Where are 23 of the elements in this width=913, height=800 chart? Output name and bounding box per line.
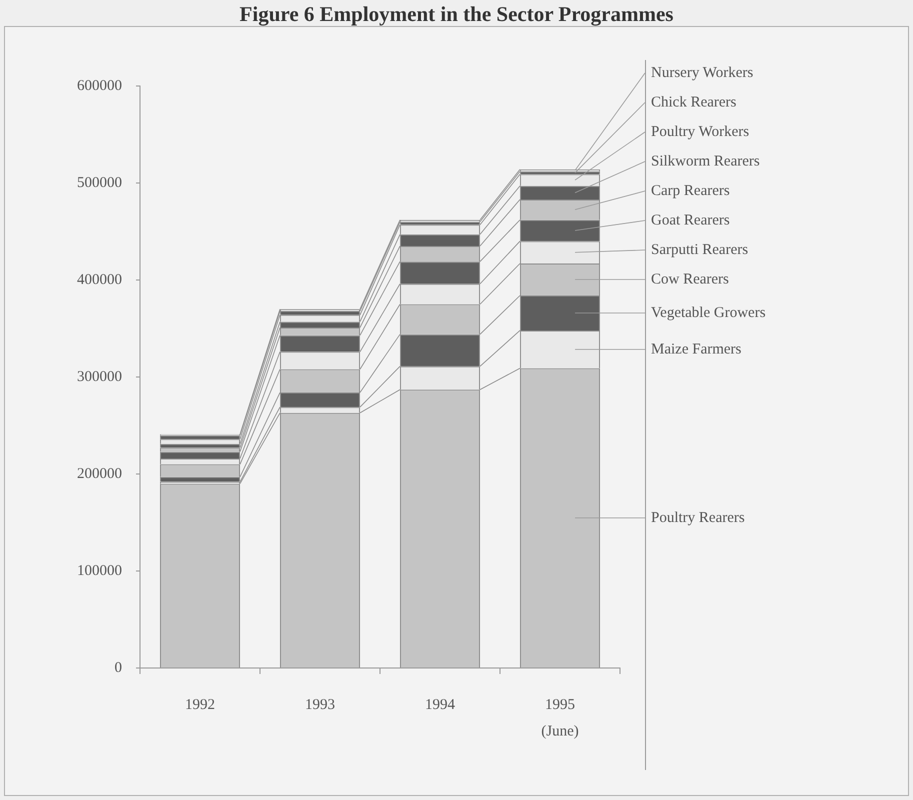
text: Poultry Rearers [651,510,745,526]
text: Carp Rearers [651,182,730,199]
y-tick-label: 0 [114,660,122,676]
text: Chick Rearers [651,94,737,110]
y-tick-label: 100000 [77,562,122,579]
text: Sarputti Rearers [651,242,748,258]
y-tick-label: 600000 [77,78,122,94]
text: Goat Rearers [651,212,730,228]
text: Poultry Workers [651,124,750,140]
chart-title: Figure 6 Employment in the Sector Programmes [238,2,674,27]
text: Maize Farmers [651,341,742,358]
x-tick-label: 1992 [185,697,215,714]
text: Silkworm Rearers [651,153,760,170]
x-tick-label: 1994 [425,697,456,714]
y-tick-label: 300000 [77,368,122,385]
x-tick-label: 1995 (June) [541,697,579,740]
y-tick-label: 400000 [77,272,122,288]
text: Nursery Workers [651,64,754,81]
y-tick-label: 200000 [77,466,122,482]
text: Cow Rearers [651,271,730,288]
x-tick-label: 1993 [305,697,335,714]
y-tick-label: 500000 [77,174,122,191]
text: Vegetable Growers [651,304,766,321]
